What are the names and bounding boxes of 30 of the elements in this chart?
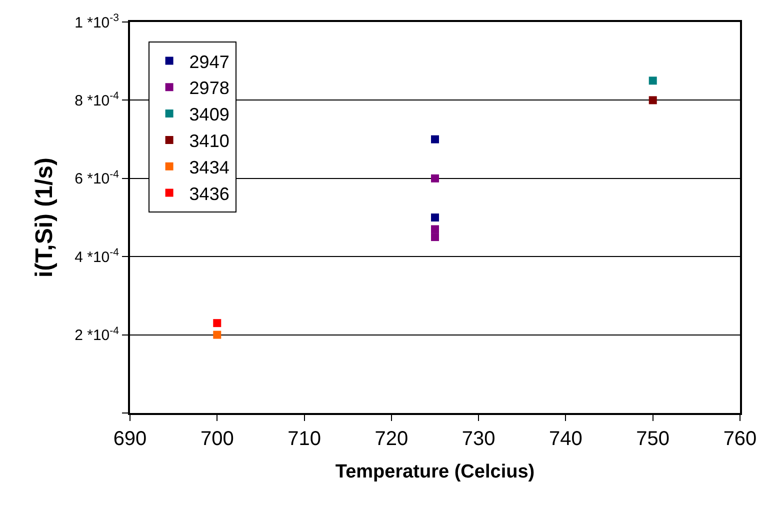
y-tick-label: 2 *10$^{-4}$: [74, 324, 120, 344]
x-tick-label: 690: [113, 428, 147, 450]
x-tick-label: 760: [723, 428, 757, 450]
x-tick-label: 750: [636, 428, 670, 450]
x-tick-label: 710: [288, 428, 321, 450]
legend-label: 3410: [189, 130, 230, 151]
point: [431, 214, 439, 222]
legend-label: 2947: [189, 52, 230, 72]
x-tick-label: 720: [374, 428, 408, 450]
point: [648, 76, 657, 85]
y-tick-label: 4 *10$^{-4}$: [74, 246, 120, 266]
legend-label: 3436: [189, 184, 230, 204]
point: [648, 96, 657, 104]
x-tick-label: 740: [549, 428, 582, 450]
point: [213, 319, 222, 328]
legend-label: 3409: [189, 104, 230, 125]
y-axis-title: i(T,Si) (1/s): [31, 157, 58, 278]
point: [431, 174, 439, 182]
point: [213, 330, 222, 339]
x-axis-title: Temperature (Celcius): [335, 461, 535, 482]
legend-label: 3434: [189, 157, 230, 178]
point: [431, 135, 439, 144]
x-tick-label: 730: [462, 428, 496, 450]
y-tick-label: 1 *10$^{-3}$: [74, 12, 120, 32]
legend-label: 2978: [189, 78, 230, 98]
y-tick-label: 8 *10$^{-4}$: [74, 90, 120, 110]
point: [431, 225, 439, 234]
x-tick-label: 700: [200, 428, 234, 450]
point: [431, 233, 439, 242]
y-tick-label: 6 *10$^{-4}$: [74, 168, 120, 188]
